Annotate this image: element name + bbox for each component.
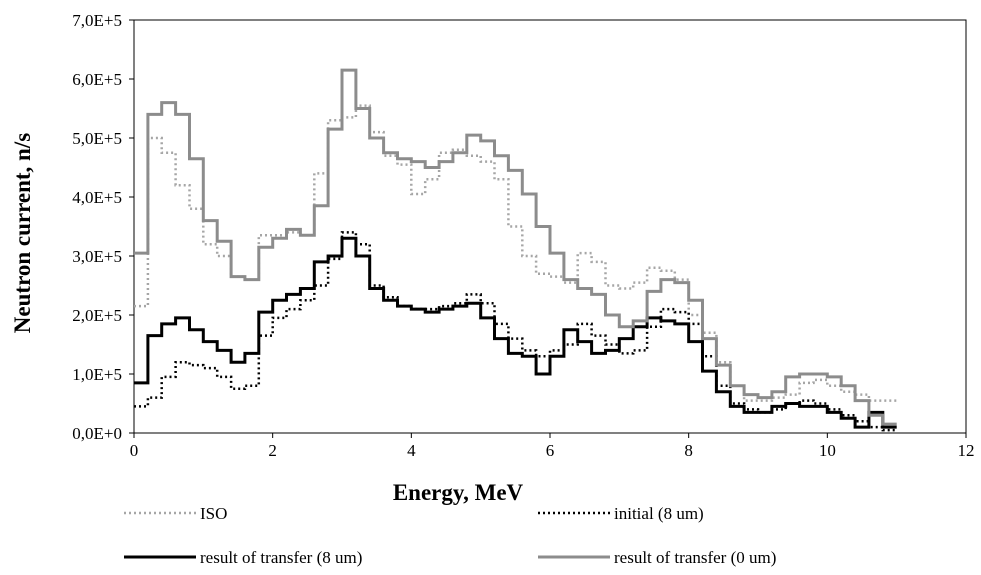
legend-label: result of transfer (0 um) <box>614 548 776 567</box>
legend: ISO initial (8 um) result of transfer (8 u… <box>124 504 776 567</box>
series-line-1 <box>134 104 897 402</box>
tick-labels: 0 2 4 6 8 10 12 0,0E+0 1,0E+5 2,0E+5 3,0E+5 4,0E+5 5… <box>72 11 974 460</box>
legend-label: initial (8 um) <box>614 504 704 523</box>
y-tick-label: 3,0E+5 <box>72 247 122 266</box>
series-line-4 <box>134 68 897 426</box>
series-line-3 <box>134 236 897 429</box>
x-axis-title: Energy, MeV <box>393 480 524 505</box>
y-tick-label: 5,0E+5 <box>72 129 122 148</box>
legend-label: result of transfer (8 um) <box>200 548 362 567</box>
axes <box>129 19 967 438</box>
series-layer <box>134 68 897 432</box>
x-tick-label: 2 <box>268 441 277 460</box>
x-tick-label: 0 <box>130 441 139 460</box>
y-tick-label: 0,0E+0 <box>72 424 122 443</box>
legend-label: ISO <box>200 504 227 523</box>
x-tick-label: 4 <box>407 441 416 460</box>
x-tick-label: 12 <box>958 441 975 460</box>
x-tick-label: 6 <box>546 441 555 460</box>
y-tick-label: 6,0E+5 <box>72 70 122 89</box>
x-tick-label: 10 <box>819 441 836 460</box>
x-tick-label: 8 <box>684 441 693 460</box>
y-tick-label: 4,0E+5 <box>72 188 122 207</box>
y-tick-label: 1,0E+5 <box>72 365 122 384</box>
y-tick-label: 2,0E+5 <box>72 306 122 325</box>
y-axis-title: Neutron current, n/s <box>10 133 35 333</box>
series-line-2 <box>134 231 897 432</box>
y-tick-label: 7,0E+5 <box>72 11 122 30</box>
